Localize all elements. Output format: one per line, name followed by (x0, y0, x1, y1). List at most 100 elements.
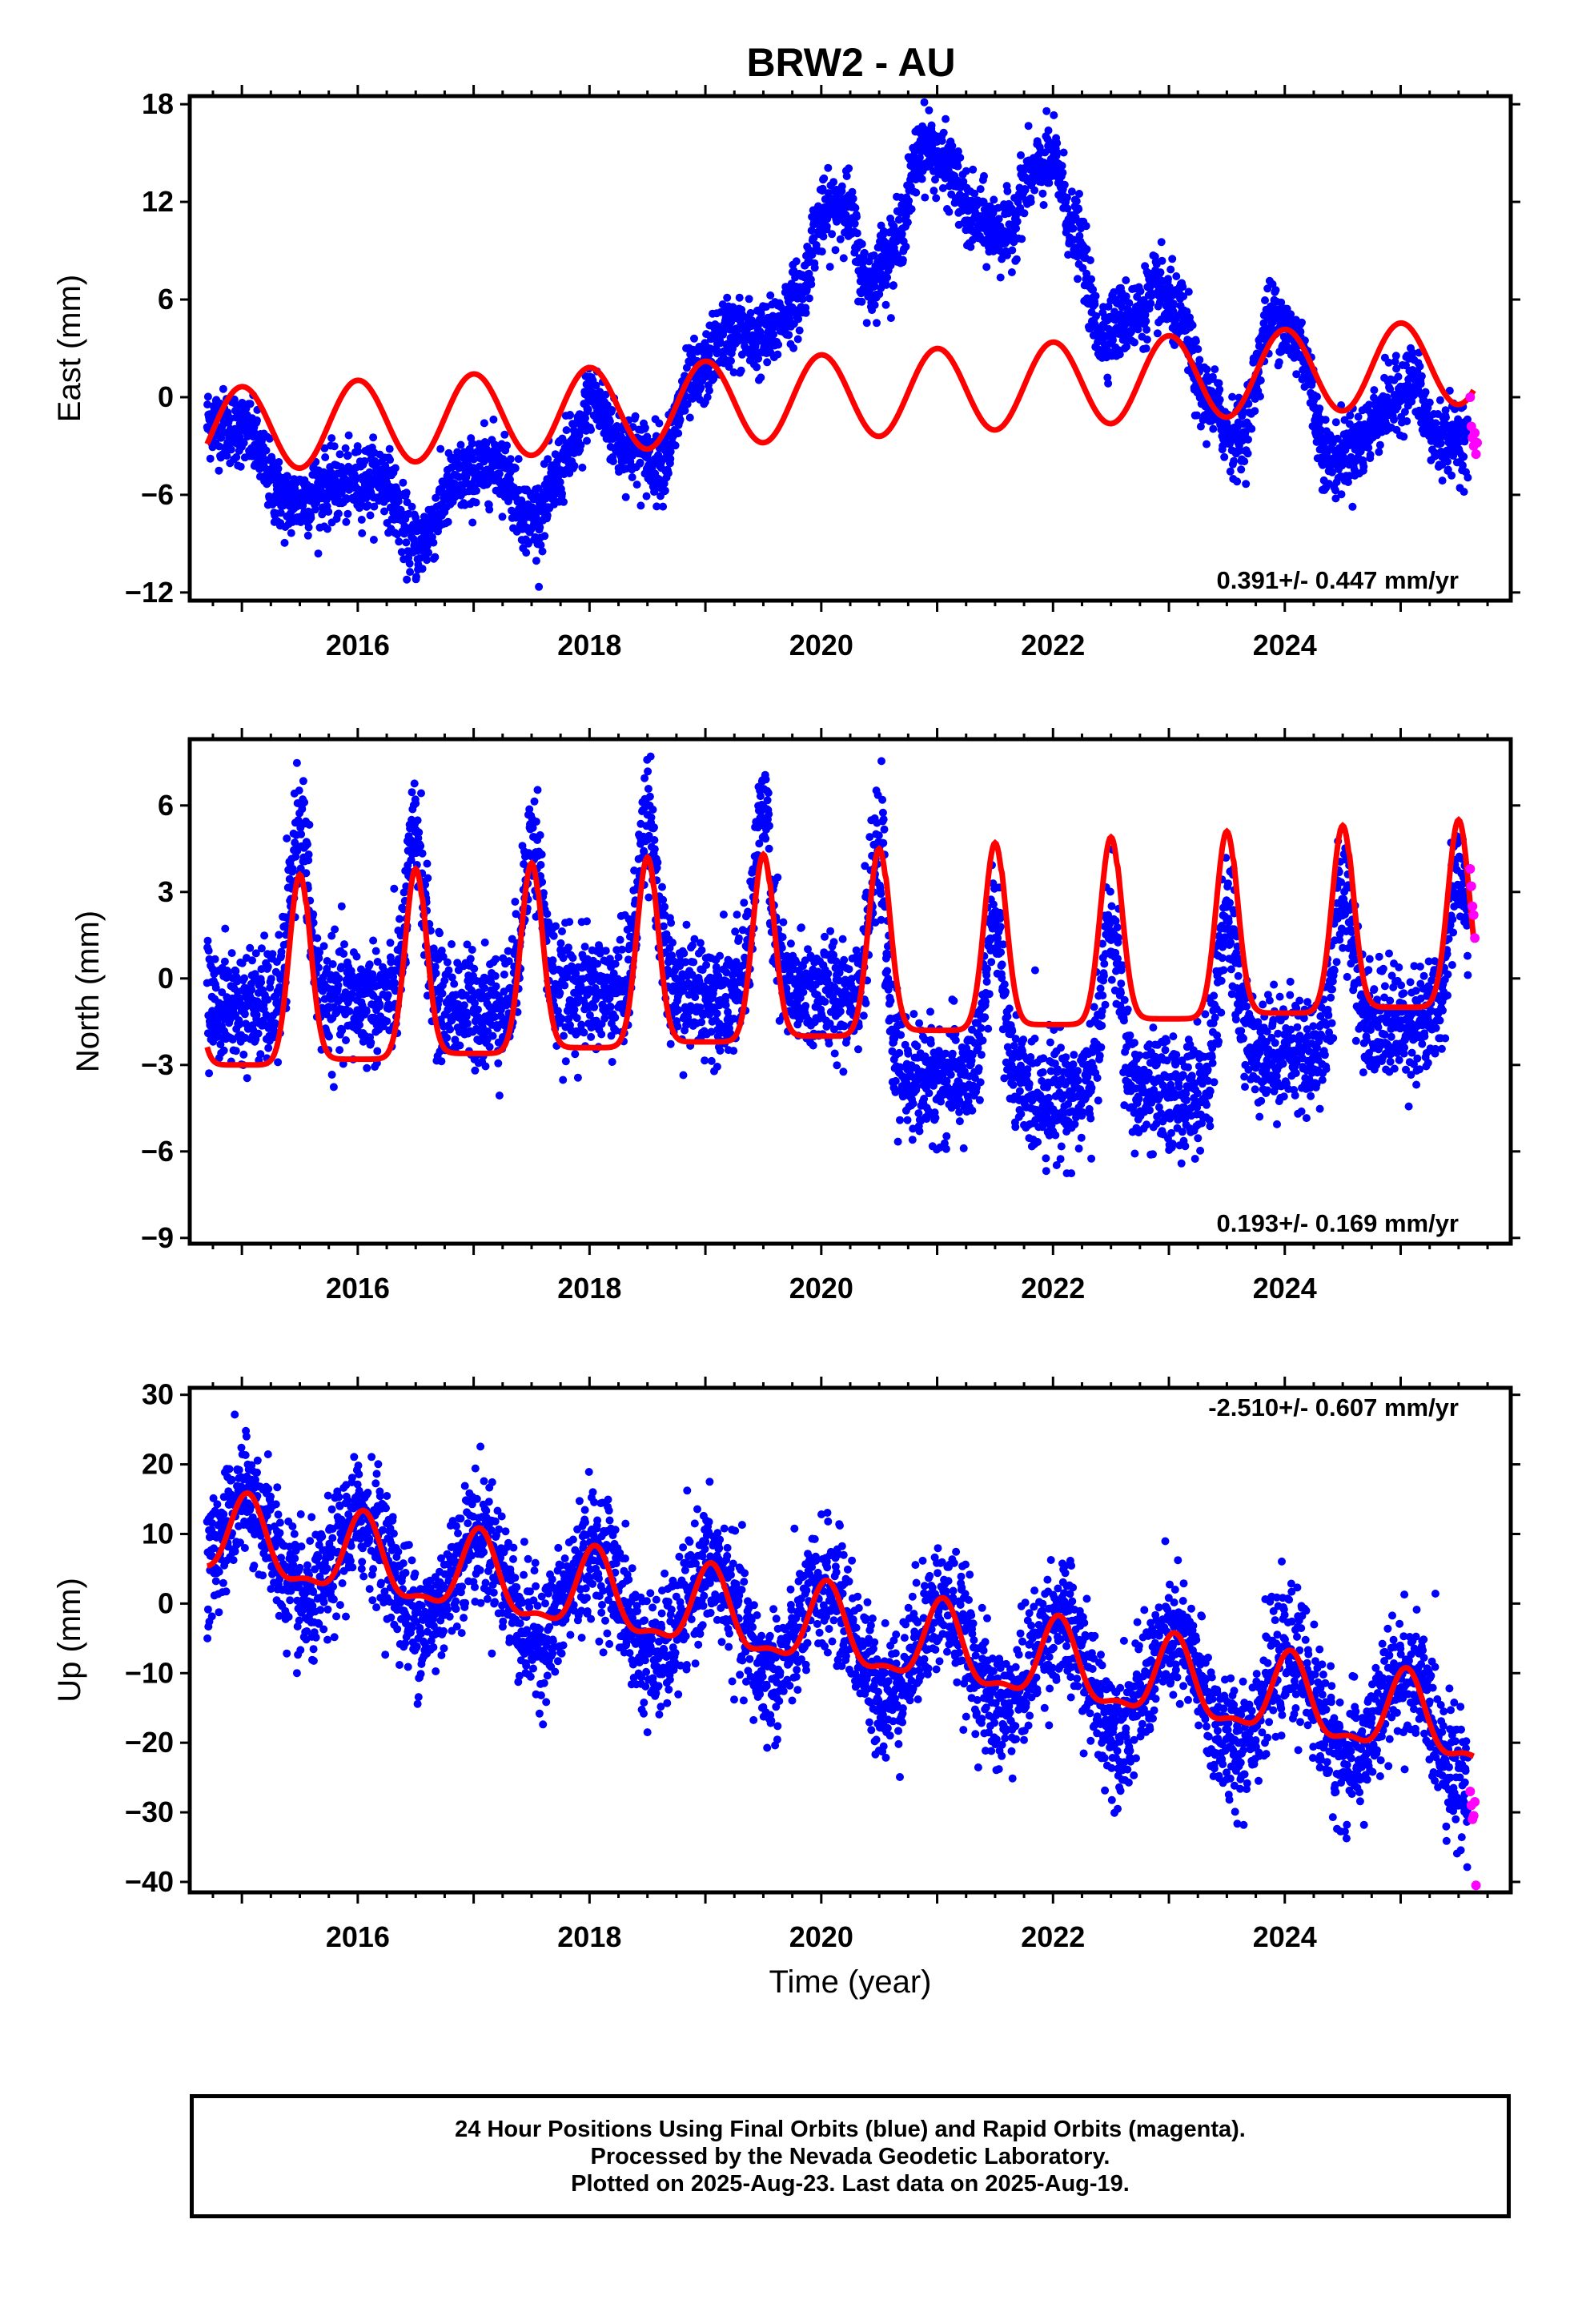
east-observation-point (402, 489, 411, 497)
east-observation-point (1460, 488, 1468, 497)
east-observation-point (206, 454, 215, 463)
east-observation-point (1194, 345, 1203, 353)
north-observation-point (410, 779, 419, 788)
east-observation-point (763, 358, 772, 367)
north-observations (203, 752, 1472, 1178)
east-observation-point (1215, 396, 1224, 404)
east-observation-point (239, 439, 248, 447)
east-observation-point (1375, 440, 1384, 449)
north-observation-point (313, 934, 322, 943)
east-observation-point (901, 243, 910, 251)
east-observation-point (1315, 404, 1324, 413)
east-observation-point (1166, 265, 1175, 274)
east-observation-point (1188, 321, 1197, 330)
east-observation-point (330, 442, 339, 451)
north-observation-point (331, 925, 339, 934)
east-observation-point (406, 568, 415, 577)
east-observation-point (773, 350, 782, 359)
north-observation-point (432, 969, 440, 978)
east-observation-point (938, 136, 946, 145)
east-observation-point (1007, 268, 1016, 276)
east-observation-point (386, 456, 395, 464)
east-observation-point (837, 182, 846, 191)
east-observation-point (1122, 276, 1130, 284)
east-observation-point (1441, 406, 1450, 415)
north-observation-point (257, 978, 266, 987)
east-observation-point (1142, 317, 1150, 325)
east-observation-point (397, 548, 406, 557)
north-observation-point (423, 859, 432, 868)
east-observation-point (276, 509, 285, 517)
east-observation-point (511, 464, 520, 472)
north-observation-point (363, 1063, 371, 1072)
north-observation-point (416, 842, 425, 850)
east-observation-point (1233, 477, 1242, 486)
east-observation-point (321, 453, 330, 461)
north-observation-point (204, 947, 213, 955)
east-xtick-label: 2024 (1253, 629, 1317, 661)
north-observation-point (460, 1001, 468, 1010)
east-observation-point (883, 273, 892, 282)
east-observation-point (1359, 462, 1368, 471)
north-observation-point (268, 950, 277, 959)
east-observation-point (828, 230, 837, 239)
north-observation-point (408, 788, 416, 797)
north-observation-point (375, 1000, 384, 1008)
east-observation-point (825, 263, 834, 271)
east-observation-point (842, 172, 851, 180)
east-observation-point (231, 399, 239, 408)
east-observation-point (453, 448, 462, 456)
east-observation-point (418, 565, 427, 573)
east-observation-point (536, 541, 545, 549)
east-observation-point (1074, 205, 1083, 214)
east-observation-point (873, 319, 881, 328)
east-observation-point (850, 219, 859, 228)
east-observation-point (566, 411, 574, 419)
east-observation-point (583, 436, 591, 445)
east-observation-point (1038, 189, 1047, 198)
north-observation-point (275, 931, 283, 939)
east-observation-point (307, 513, 315, 522)
east-observation-point (363, 501, 372, 510)
north-observation-point (260, 931, 269, 940)
east-observation-point (1087, 275, 1096, 283)
north-observation-point (339, 950, 348, 958)
east-observation-point (544, 455, 552, 464)
east-observation-point (472, 486, 480, 495)
east-observation-point (1230, 456, 1239, 465)
east-observation-point (227, 445, 235, 454)
north-observation-point (254, 1029, 263, 1038)
east-observation-point (514, 455, 523, 464)
east-observation-point (636, 458, 644, 467)
east-observation-point (608, 406, 616, 414)
east-observation-point (921, 193, 930, 202)
east-observation-point (327, 434, 336, 443)
north-observation-point (418, 849, 427, 858)
north-observation-point (319, 942, 328, 951)
east-observation-point (1013, 217, 1022, 226)
east-observation-point (801, 308, 810, 317)
east-observation-point (1156, 268, 1165, 277)
east-observation-point (412, 513, 420, 522)
north-observation-point (337, 902, 346, 911)
east-observation-point (1346, 411, 1355, 420)
east-observation-point (275, 458, 283, 466)
east-observation-point (1069, 224, 1078, 233)
east-observation-point (1244, 435, 1252, 444)
east-observation-point (870, 300, 879, 309)
east-observation-point (1017, 151, 1025, 159)
north-observation-point (267, 975, 275, 983)
east-observation-point (769, 330, 778, 339)
east-observation-point (274, 464, 283, 473)
east-ylabel: East (mm) (52, 275, 87, 422)
east-observation-point (655, 419, 664, 428)
east-observation-point (1136, 287, 1145, 296)
north-observation-point (383, 991, 392, 999)
east-observation-point (423, 556, 432, 565)
east-observation-point (917, 175, 926, 183)
east-observation-point (491, 440, 499, 449)
north-observation-point (386, 939, 395, 947)
east-observation-point (966, 243, 975, 251)
east-rate-label: 0.391+/- 0.447 mm/yr (1217, 566, 1459, 594)
east-observation-point (1261, 296, 1269, 304)
